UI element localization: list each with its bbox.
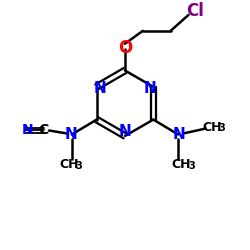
Text: N: N xyxy=(22,122,33,136)
Text: CH: CH xyxy=(202,121,222,134)
Text: N: N xyxy=(173,127,186,142)
Text: 3: 3 xyxy=(219,124,226,134)
Text: Cl: Cl xyxy=(186,2,204,20)
Text: 3: 3 xyxy=(188,161,195,171)
Text: CH: CH xyxy=(171,158,191,171)
Text: C: C xyxy=(38,122,48,136)
Text: N: N xyxy=(144,81,156,96)
Text: N: N xyxy=(119,124,132,140)
Text: CH: CH xyxy=(59,158,79,171)
Text: N: N xyxy=(94,81,106,96)
Text: 3: 3 xyxy=(76,161,82,171)
Text: O: O xyxy=(118,39,132,57)
Text: N: N xyxy=(64,127,77,142)
